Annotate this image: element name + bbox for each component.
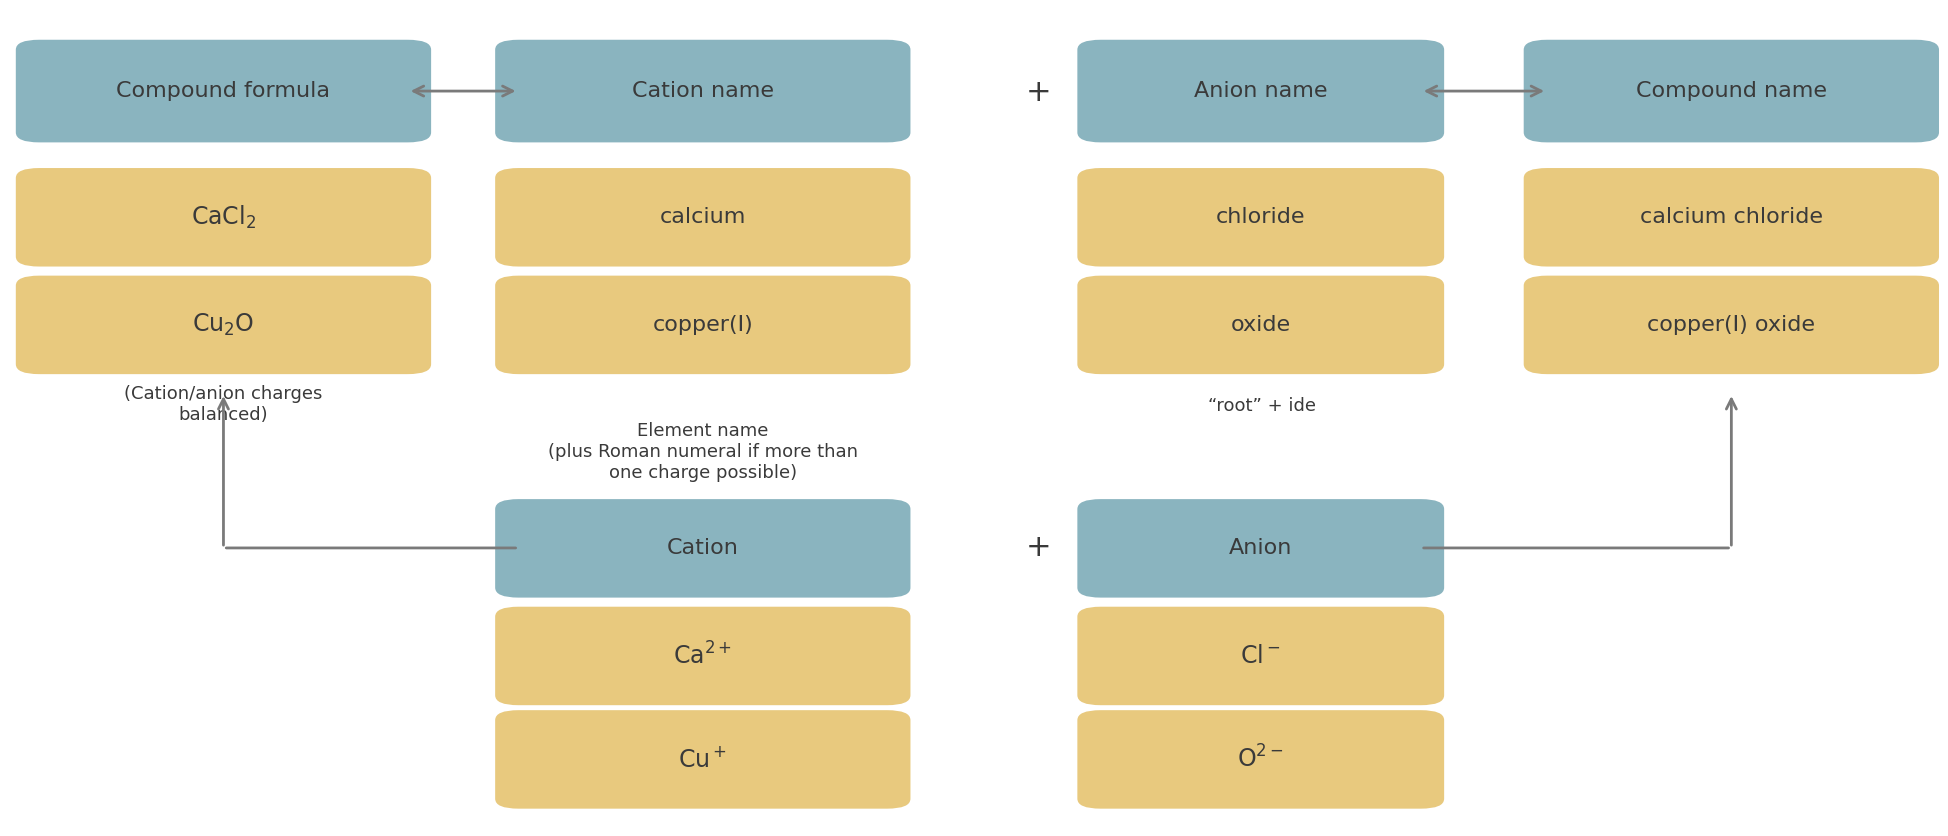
Text: O$^{2-}$: O$^{2-}$ — [1237, 746, 1284, 773]
Text: calcium: calcium — [658, 207, 746, 227]
Text: Anion: Anion — [1229, 538, 1292, 558]
FancyBboxPatch shape — [1523, 40, 1938, 142]
FancyBboxPatch shape — [16, 40, 431, 142]
Text: copper(I): copper(I) — [653, 315, 752, 335]
FancyBboxPatch shape — [1077, 607, 1443, 706]
Text: Compound name: Compound name — [1634, 81, 1825, 101]
FancyBboxPatch shape — [495, 276, 910, 375]
FancyBboxPatch shape — [16, 168, 431, 267]
Text: +: + — [1025, 79, 1050, 107]
Text: Cu$^+$: Cu$^+$ — [678, 747, 727, 772]
Text: Cation: Cation — [666, 538, 738, 558]
Text: calcium chloride: calcium chloride — [1638, 207, 1821, 227]
FancyBboxPatch shape — [495, 710, 910, 808]
Text: CaCl$_2$: CaCl$_2$ — [191, 204, 255, 231]
Text: Ca$^{2+}$: Ca$^{2+}$ — [672, 642, 732, 670]
Text: +: + — [1025, 533, 1050, 563]
Text: Compound formula: Compound formula — [117, 81, 331, 101]
Text: Cation name: Cation name — [631, 81, 773, 101]
FancyBboxPatch shape — [495, 607, 910, 706]
FancyBboxPatch shape — [495, 499, 910, 598]
FancyBboxPatch shape — [495, 40, 910, 142]
FancyBboxPatch shape — [1077, 499, 1443, 598]
Text: chloride: chloride — [1216, 207, 1305, 227]
FancyBboxPatch shape — [1077, 40, 1443, 142]
Text: Element name
(plus Roman numeral if more than
one charge possible): Element name (plus Roman numeral if more… — [547, 422, 857, 482]
FancyBboxPatch shape — [1077, 710, 1443, 808]
Text: (Cation/anion charges
balanced): (Cation/anion charges balanced) — [125, 385, 323, 424]
FancyBboxPatch shape — [1077, 168, 1443, 267]
FancyBboxPatch shape — [1523, 276, 1938, 375]
FancyBboxPatch shape — [1523, 168, 1938, 267]
FancyBboxPatch shape — [495, 168, 910, 267]
Text: Cl$^-$: Cl$^-$ — [1239, 644, 1280, 668]
Text: Anion name: Anion name — [1194, 81, 1327, 101]
Text: “root” + ide: “root” + ide — [1208, 397, 1315, 415]
FancyBboxPatch shape — [16, 276, 431, 375]
Text: oxide: oxide — [1229, 315, 1290, 335]
Text: copper(I) oxide: copper(I) oxide — [1646, 315, 1814, 335]
FancyBboxPatch shape — [1077, 276, 1443, 375]
Text: Cu$_2$O: Cu$_2$O — [193, 312, 255, 338]
